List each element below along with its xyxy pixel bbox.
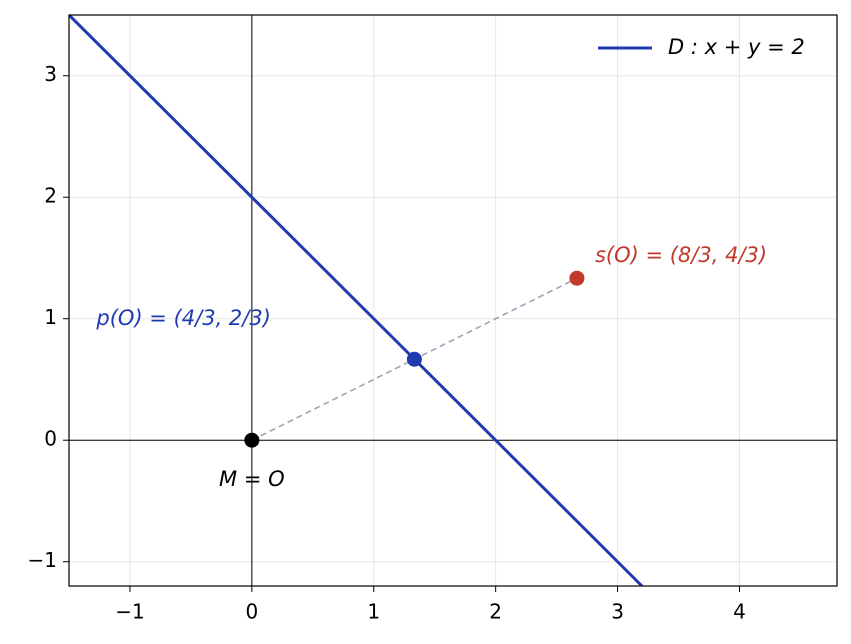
point-label: M = O xyxy=(219,467,285,491)
x-tick-label: −1 xyxy=(115,600,144,624)
x-tick-label: 2 xyxy=(489,600,502,624)
y-tick-label: 2 xyxy=(44,184,57,208)
line xyxy=(69,15,644,586)
x-tick-label: 0 xyxy=(245,600,258,624)
y-tick-label: 3 xyxy=(44,62,57,86)
x-tick-label: 3 xyxy=(611,600,624,624)
point-label: s(O) = (8/3, 4/3) xyxy=(595,243,767,267)
point xyxy=(569,270,585,286)
legend-label: D : x + y = 2 xyxy=(668,35,805,59)
x-tick-label: 4 xyxy=(733,600,746,624)
point xyxy=(406,351,422,367)
point-label: p(O) = (4/3, 2/3) xyxy=(95,306,271,330)
point xyxy=(244,432,260,448)
plot-area xyxy=(69,15,837,586)
y-tick-label: −1 xyxy=(28,548,57,572)
x-tick-label: 1 xyxy=(367,600,380,624)
plot-frame xyxy=(68,14,838,587)
y-tick-label: 0 xyxy=(44,427,57,451)
y-tick-label: 1 xyxy=(44,305,57,329)
